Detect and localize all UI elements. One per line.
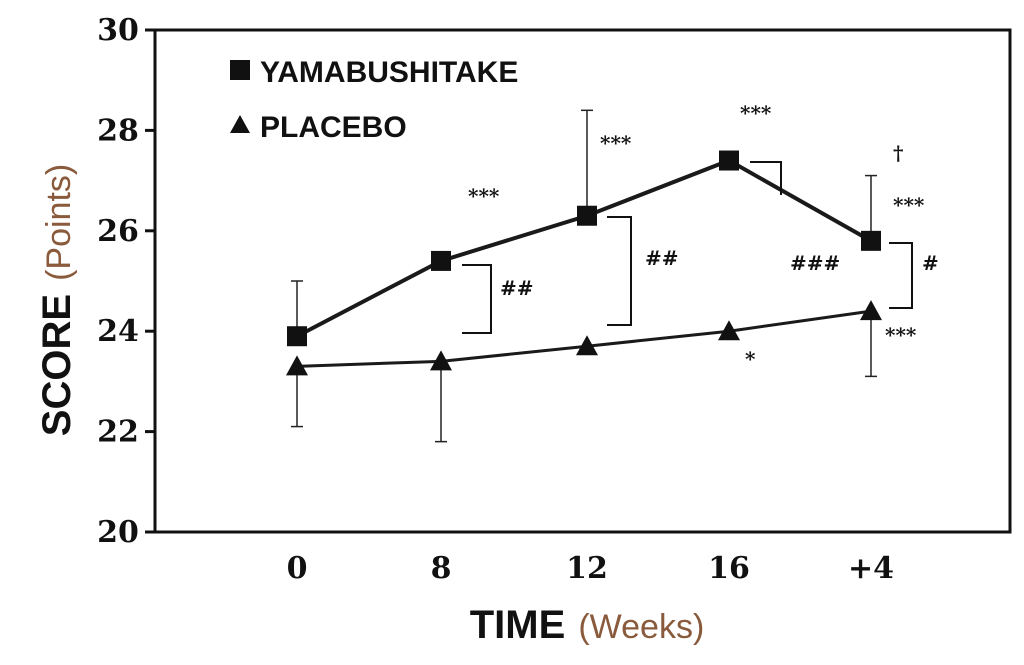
- legend-label-series-2: PLACEBO: [260, 111, 407, 144]
- legend: YAMABUSHITAKE PLACEBO: [230, 56, 518, 144]
- x-tick-label: 16: [708, 551, 750, 586]
- data-point-triangle: [286, 355, 308, 376]
- bracket-week8: [462, 264, 492, 334]
- x-tick-label: 8: [431, 551, 452, 586]
- annotation-dagger-plus4: †: [893, 141, 903, 165]
- data-point-triangle: [576, 335, 598, 356]
- y-axis-label-light: (Points): [40, 164, 78, 281]
- y-tick-label: 20: [97, 515, 139, 550]
- data-point-square: [431, 250, 451, 271]
- x-axis-label: TIME (Weeks): [470, 603, 705, 647]
- y-tick-label: 24: [97, 314, 139, 349]
- annotation-hash-week12: ##: [645, 246, 679, 270]
- y-tick-label: 30: [97, 13, 139, 48]
- plot-frame: [153, 28, 1012, 534]
- x-tick-label: 12: [566, 551, 608, 586]
- series-line-2: [296, 309, 872, 368]
- data-point-triangle: [860, 300, 882, 321]
- legend-triangle-marker: [230, 115, 250, 133]
- legend-label-series-1: YAMABUSHITAKE: [260, 56, 518, 89]
- y-axis-label-bold: SCORE: [35, 294, 79, 436]
- data-point-square: [287, 326, 307, 347]
- data-point-square: [861, 230, 881, 251]
- series-line-1: [296, 158, 872, 338]
- x-tick-label: +4: [848, 551, 894, 586]
- annotation-sig-plus4-bottom: ***: [885, 323, 917, 347]
- legend-square-marker: [230, 60, 250, 80]
- annotation-hash-plus4: #: [922, 251, 939, 275]
- x-tick-label: 0: [287, 551, 308, 586]
- annotation-hash-week16: ###: [790, 251, 840, 275]
- bracket-week16: [750, 161, 782, 195]
- bracket-plus4: [889, 242, 913, 309]
- data-point-triangle: [718, 320, 740, 341]
- annotation-sig-placebo-week16: *: [745, 347, 756, 371]
- y-tick-label: 26: [97, 214, 139, 249]
- data-point-triangle: [430, 350, 452, 371]
- y-tick-label: 22: [97, 415, 139, 450]
- annotation-hash-week8: ##: [500, 276, 534, 300]
- annotation-sig-plus4-top: ***: [893, 193, 925, 217]
- y-tick-label: 28: [97, 113, 139, 148]
- x-axis-label-bold: TIME: [470, 603, 566, 647]
- data-point-square: [719, 150, 739, 171]
- annotation-sig-week12: ***: [600, 131, 632, 155]
- annotation-sig-week16: ***: [740, 101, 772, 125]
- data-point-square: [577, 205, 597, 226]
- x-axis-label-light: (Weeks): [578, 608, 704, 646]
- y-axis-label: SCORE (Points): [35, 164, 79, 436]
- annotation-sig-week8: ***: [468, 184, 500, 208]
- bracket-week12: [607, 216, 632, 326]
